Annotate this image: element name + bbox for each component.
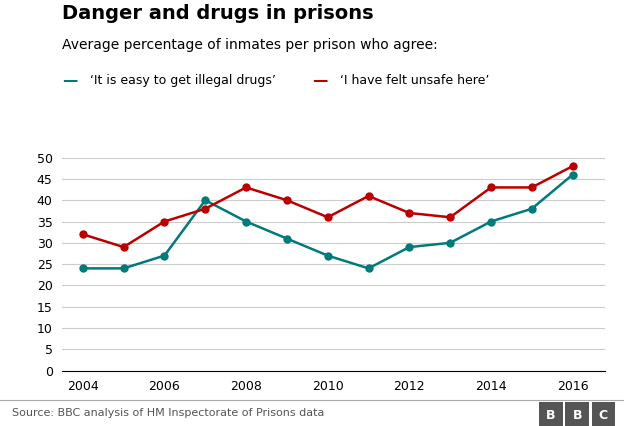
Text: B: B bbox=[546, 409, 556, 422]
Text: —: — bbox=[312, 73, 328, 89]
Text: Danger and drugs in prisons: Danger and drugs in prisons bbox=[62, 4, 374, 23]
Text: B: B bbox=[572, 409, 582, 422]
Text: —: — bbox=[62, 73, 78, 89]
Text: ‘I have felt unsafe here’: ‘I have felt unsafe here’ bbox=[340, 75, 489, 87]
Text: Source: BBC analysis of HM Inspectorate of Prisons data: Source: BBC analysis of HM Inspectorate … bbox=[12, 408, 325, 418]
Text: ‘It is easy to get illegal drugs’: ‘It is easy to get illegal drugs’ bbox=[90, 75, 276, 87]
Text: Average percentage of inmates per prison who agree:: Average percentage of inmates per prison… bbox=[62, 38, 438, 52]
Text: C: C bbox=[599, 409, 608, 422]
